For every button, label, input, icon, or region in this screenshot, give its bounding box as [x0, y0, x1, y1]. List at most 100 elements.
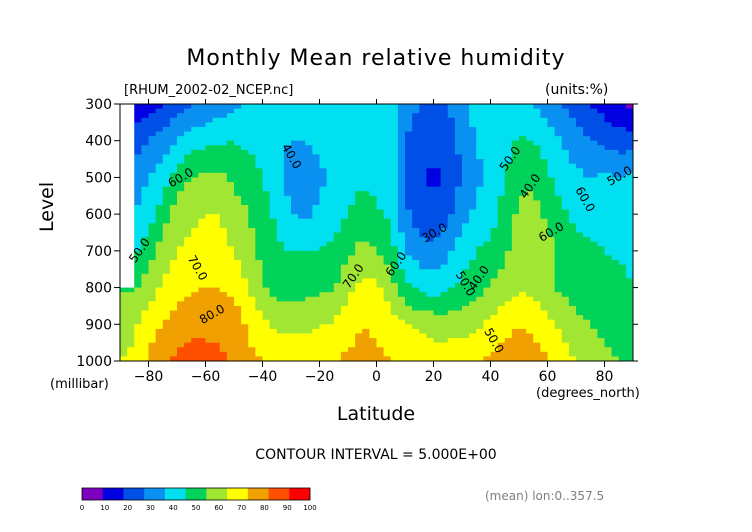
- humidity-cell: [511, 168, 520, 174]
- humidity-cell: [497, 117, 506, 123]
- x-axis-unit: (degrees_north): [536, 386, 640, 401]
- humidity-cell: [576, 310, 584, 316]
- humidity-cell: [490, 108, 499, 114]
- humidity-cell: [148, 149, 157, 156]
- humidity-cell: [618, 324, 627, 330]
- humidity-cell: [305, 305, 313, 312]
- humidity-cell: [134, 324, 142, 330]
- humidity-cell: [276, 342, 285, 348]
- humidity-cell: [497, 310, 506, 316]
- humidity-cell: [611, 237, 620, 243]
- humidity-cell: [497, 214, 506, 220]
- humidity-cell: [369, 223, 378, 229]
- humidity-cell: [490, 269, 499, 275]
- humidity-cell: [483, 269, 492, 275]
- humidity-cell: [462, 273, 470, 279]
- humidity-cell: [476, 282, 484, 289]
- humidity-cell: [383, 310, 392, 316]
- humidity-cell: [433, 237, 442, 243]
- humidity-cell: [547, 319, 556, 325]
- humidity-cell: [333, 108, 342, 114]
- humidity-cell: [554, 287, 563, 293]
- humidity-cell: [483, 333, 492, 339]
- humidity-cell: [476, 351, 484, 358]
- humidity-cell: [355, 214, 363, 220]
- humidity-cell: [511, 108, 520, 114]
- humidity-cell: [369, 163, 378, 169]
- humidity-cell: [283, 333, 292, 339]
- humidity-cell: [454, 255, 463, 261]
- humidity-cell: [519, 305, 527, 312]
- humidity-cell: [326, 333, 335, 339]
- humidity-cell: [120, 301, 128, 307]
- humidity-cell: [554, 246, 563, 252]
- humidity-cell: [469, 122, 477, 128]
- humidity-cell: [248, 278, 256, 284]
- humidity-cell: [376, 351, 385, 358]
- humidity-cell: [369, 342, 378, 348]
- humidity-cell: [419, 223, 427, 229]
- humidity-cell: [177, 260, 185, 266]
- humidity-cell: [511, 218, 520, 224]
- humidity-cell: [369, 333, 378, 339]
- humidity-cell: [255, 108, 264, 114]
- humidity-cell: [369, 328, 378, 335]
- humidity-cell: [255, 246, 264, 252]
- humidity-cell: [162, 191, 171, 197]
- humidity-cell: [597, 227, 606, 234]
- humidity-cell: [212, 131, 221, 137]
- humidity-cell: [533, 351, 541, 358]
- humidity-cell: [540, 168, 549, 174]
- humidity-cell: [291, 122, 299, 128]
- humidity-cell: [576, 104, 584, 110]
- humidity-cell: [405, 278, 413, 284]
- humidity-cell: [476, 305, 484, 312]
- humidity-cell: [412, 287, 420, 293]
- humidity-cell: [134, 264, 142, 270]
- humidity-cell: [397, 122, 406, 128]
- humidity-cell: [483, 287, 492, 293]
- humidity-cell: [162, 204, 171, 211]
- humidity-cell: [305, 342, 313, 348]
- humidity-cell: [561, 237, 570, 243]
- humidity-cell: [433, 269, 442, 275]
- humidity-cell: [511, 241, 520, 247]
- humidity-cell: [184, 131, 192, 137]
- humidity-cell: [433, 195, 442, 201]
- humidity-cell: [554, 310, 563, 316]
- humidity-cell: [191, 296, 199, 302]
- humidity-cell: [504, 172, 513, 179]
- humidity-cell: [576, 292, 584, 298]
- humidity-cell: [298, 191, 306, 197]
- colorbar-swatch: [102, 488, 124, 500]
- humidity-cell: [212, 333, 221, 339]
- humidity-cell: [390, 292, 399, 298]
- humidity-cell: [162, 237, 171, 243]
- humidity-cell: [561, 250, 570, 257]
- humidity-cell: [298, 136, 306, 142]
- humidity-cell: [490, 159, 499, 165]
- humidity-cell: [134, 315, 142, 321]
- humidity-cell: [184, 269, 192, 275]
- humidity-cell: [412, 140, 420, 146]
- humidity-cell: [611, 177, 620, 183]
- humidity-cell: [298, 172, 306, 179]
- humidity-cell: [625, 273, 633, 279]
- humidity-cell: [226, 168, 235, 174]
- humidity-cell: [226, 149, 235, 156]
- humidity-cell: [134, 260, 142, 266]
- humidity-cell: [604, 278, 613, 284]
- humidity-cell: [141, 195, 150, 201]
- humidity-cell: [397, 223, 406, 229]
- humidity-cell: [554, 264, 563, 270]
- humidity-cell: [497, 287, 506, 293]
- humidity-cell: [369, 273, 378, 279]
- humidity-cell: [198, 305, 207, 312]
- humidity-cell: [262, 315, 271, 321]
- humidity-cell: [540, 113, 549, 119]
- humidity-cell: [148, 182, 157, 188]
- humidity-cell: [462, 237, 470, 243]
- humidity-cell: [234, 250, 242, 257]
- humidity-cell: [148, 232, 157, 238]
- humidity-cell: [326, 292, 335, 298]
